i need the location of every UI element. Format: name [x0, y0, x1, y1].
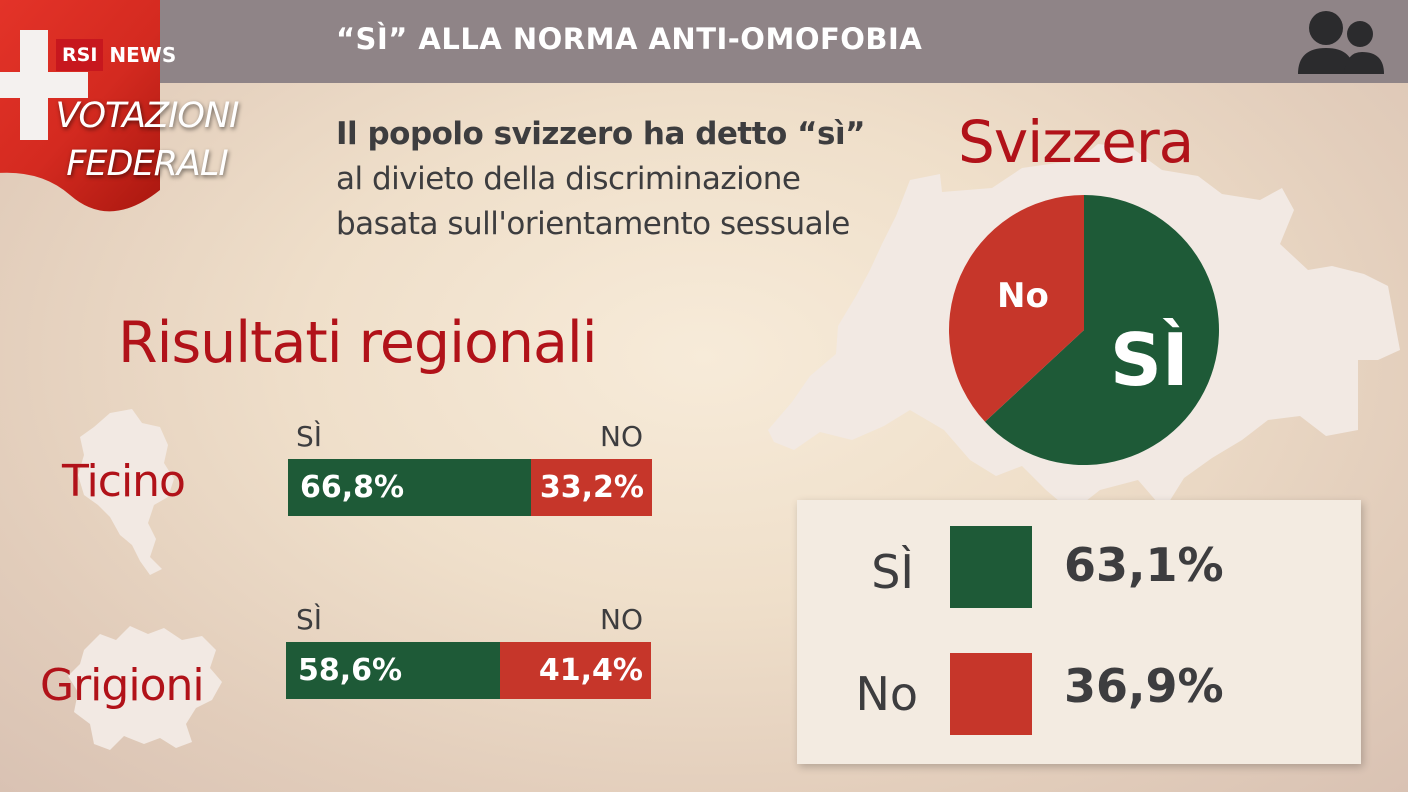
legend-value-yes: 63,1% — [1064, 538, 1224, 592]
headline: “SÌ” ALLA NORMA ANTI-OMOFOBIA — [336, 22, 923, 56]
pie-label-yes: SÌ — [1110, 318, 1189, 402]
pie-title: Svizzera — [958, 108, 1194, 176]
bar-head-no: NO — [600, 603, 643, 636]
ticino-map-icon — [78, 409, 174, 575]
intro-rest: al divieto della discriminazione basata … — [336, 161, 850, 242]
people-icon — [1298, 11, 1384, 74]
logo-rsi: RSI — [56, 39, 104, 71]
intro-bold: Il popolo svizzero ha detto “sì” — [336, 116, 865, 152]
regional-title: Risultati regionali — [118, 310, 598, 376]
header-bar — [0, 0, 1408, 83]
section-line-1: VOTAZIONI — [55, 96, 240, 136]
grigioni-map-icon — [68, 626, 222, 750]
swiss-flag-icon — [0, 0, 160, 212]
bar-head-yes: SÌ — [296, 603, 323, 636]
rsi-news-logo: RSI NEWS — [56, 38, 176, 72]
pie-slice-no — [949, 195, 1084, 422]
legend-swatch-yes — [950, 526, 1032, 608]
pie-chart — [949, 195, 1219, 465]
legend-label-yes: SÌ — [871, 545, 914, 599]
bar-head-yes: SÌ — [296, 420, 323, 453]
bar-segment-no: 41,4% — [499, 642, 651, 699]
bar-segment-yes: 58,6% — [286, 642, 500, 699]
bar-grigioni: 58,6% 41,4% — [286, 642, 651, 699]
section-title: VOTAZIONI FEDERALI — [42, 92, 252, 188]
bar-segment-no: 33,2% — [531, 459, 652, 516]
region-name-ticino: Ticino — [62, 456, 186, 507]
bar-ticino: 66,8% 33,2% — [288, 459, 652, 516]
bar-segment-yes: 66,8% — [288, 459, 532, 516]
pie-slice-yes — [985, 195, 1219, 465]
legend-swatch-no — [950, 653, 1032, 735]
legend — [797, 500, 1361, 764]
region-name-grigioni: Grigioni — [40, 660, 205, 711]
pie-label-no: No — [997, 276, 1049, 316]
section-line-2: FEDERALI — [66, 144, 228, 184]
bar-head-no: NO — [600, 420, 643, 453]
legend-label-no: No — [855, 667, 918, 721]
legend-value-no: 36,9% — [1064, 659, 1224, 713]
logo-news: NEWS — [109, 43, 177, 67]
intro-text: Il popolo svizzero ha detto “sì” al divi… — [336, 112, 876, 247]
